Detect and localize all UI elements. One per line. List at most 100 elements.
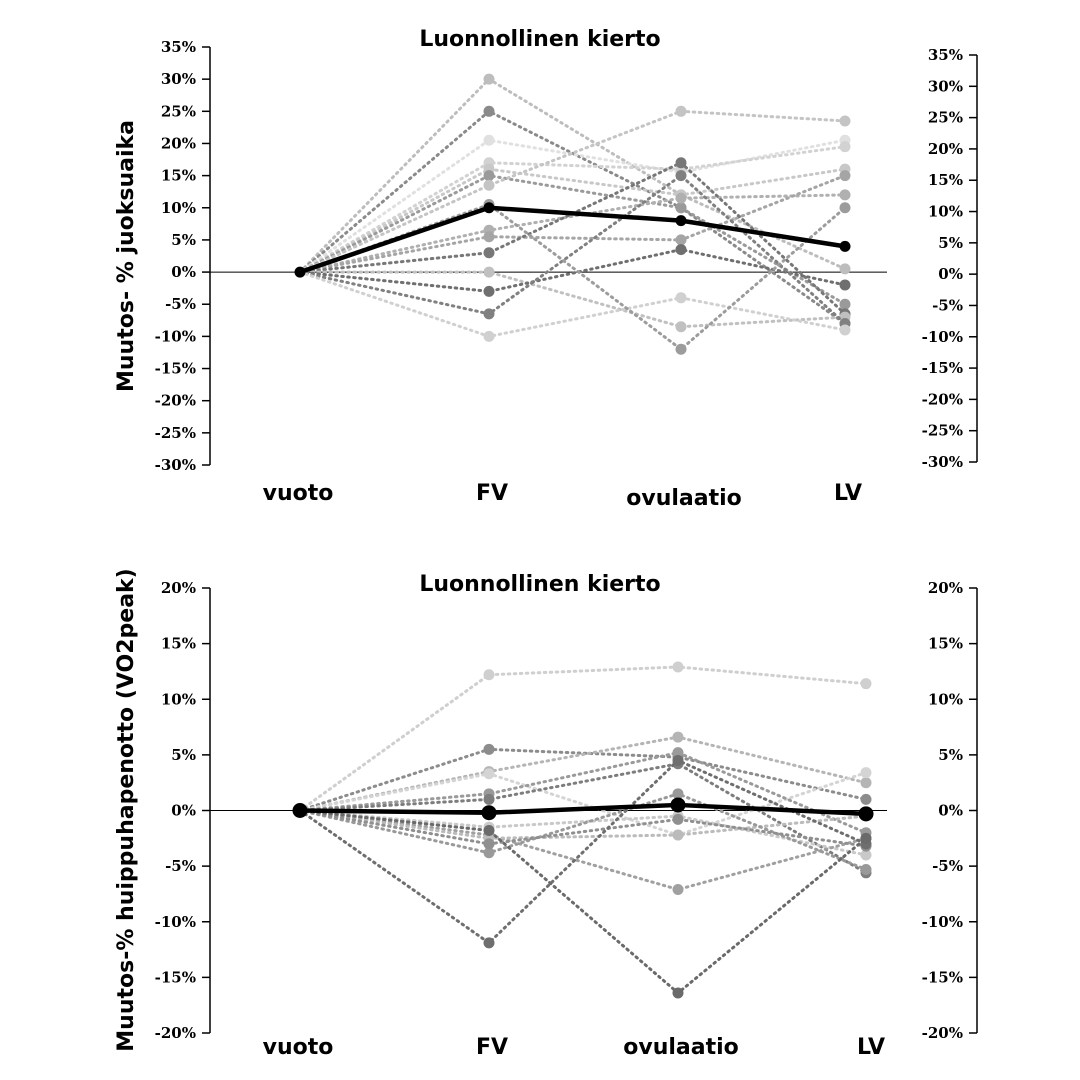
mean-series — [292, 797, 874, 822]
data-point — [675, 105, 687, 117]
data-point — [860, 849, 872, 861]
data-point — [839, 263, 851, 275]
chart-title: Luonnollinen kierto — [419, 572, 660, 597]
left-tick-label: -5% — [165, 295, 196, 313]
data-point — [675, 202, 687, 214]
series-line — [298, 809, 868, 995]
series-h10 — [298, 788, 872, 875]
left-tick-label: 5% — [171, 746, 196, 764]
series-line — [298, 202, 847, 352]
mean-line — [299, 205, 846, 275]
left-tick-label: -10% — [155, 327, 196, 345]
data-point — [483, 266, 495, 278]
mean-point — [294, 266, 306, 278]
data-point — [839, 141, 851, 153]
data-point — [672, 661, 684, 673]
chart-title: Luonnollinen kierto — [419, 27, 660, 52]
data-point — [672, 788, 684, 800]
data-point — [839, 324, 851, 336]
data-point — [839, 202, 851, 214]
series-line — [298, 809, 868, 857]
data-point — [672, 813, 684, 825]
right-tick-label: 0% — [938, 265, 963, 283]
x-category-label: FV — [476, 1035, 508, 1060]
data-point — [483, 73, 495, 85]
chart-vo2peak: Luonnollinen kierto Muutos-% huippuhapen… — [114, 568, 978, 1060]
left-tick-label: -10% — [155, 913, 196, 931]
series-line — [298, 145, 847, 274]
series-line — [298, 167, 847, 274]
series-h15 — [298, 199, 851, 355]
data-point — [483, 285, 495, 297]
data-point — [483, 170, 495, 182]
series-line — [298, 174, 847, 306]
data-point — [860, 777, 872, 789]
right-tick-label: 20% — [928, 579, 963, 597]
mean-point — [839, 240, 851, 252]
series-line — [298, 665, 868, 812]
left-tick-label: 15% — [161, 635, 196, 653]
right-tick-label: 35% — [928, 46, 963, 64]
data-point — [675, 321, 687, 333]
right-tick-label: 15% — [928, 635, 963, 653]
chart-running-time: Luonnollinen kierto Muutos- % juoksuaika… — [114, 27, 978, 511]
data-point — [483, 937, 495, 949]
series-line — [298, 109, 847, 326]
data-point — [483, 838, 495, 850]
x-category-label: vuoto — [263, 1035, 334, 1060]
data-point — [483, 231, 495, 243]
x-category-label: ovulaatio — [623, 1035, 739, 1060]
data-point — [675, 292, 687, 304]
mean-point — [292, 803, 308, 818]
data-point — [860, 863, 872, 875]
y-axis-label: Muutos- % juoksuaika — [114, 120, 139, 392]
right-tick-label: -5% — [932, 296, 963, 314]
x-category-label: LV — [857, 1035, 885, 1060]
data-point — [483, 179, 495, 191]
series-h12 — [298, 244, 851, 297]
data-point — [860, 678, 872, 690]
data-point — [675, 157, 687, 169]
series-line — [298, 758, 868, 945]
right-tick-label: 15% — [928, 171, 963, 189]
x-category-label: LV — [834, 481, 862, 506]
series-h9 — [298, 170, 851, 274]
left-tick-label: 30% — [161, 70, 196, 88]
left-tick-label: -20% — [155, 392, 196, 410]
left-tick-label: -5% — [165, 857, 196, 875]
data-point — [675, 192, 687, 204]
y-axis-label: Muutos-% huippuhapenotto (VO2peak) — [114, 568, 139, 1051]
data-point — [839, 189, 851, 201]
right-tick-label: 5% — [938, 234, 963, 252]
series-line — [298, 809, 868, 892]
mean-line — [299, 802, 867, 817]
left-tick-label: -30% — [155, 456, 196, 474]
series-line — [298, 762, 868, 875]
data-point — [675, 234, 687, 246]
data-point — [483, 105, 495, 117]
x-category-label: FV — [476, 481, 508, 506]
series-line — [298, 109, 847, 274]
series-line — [298, 270, 847, 338]
left-tick-label: 5% — [171, 231, 196, 249]
data-point — [839, 115, 851, 127]
data-point — [483, 330, 495, 342]
series-line — [298, 173, 847, 326]
right-tick-label: -30% — [922, 453, 963, 471]
left-tick-label: -15% — [155, 360, 196, 378]
data-point — [860, 832, 872, 844]
series-line — [298, 270, 847, 329]
x-category-label: vuoto — [263, 481, 334, 506]
left-tick-label: 10% — [161, 199, 196, 217]
data-point — [672, 754, 684, 766]
data-point — [483, 768, 495, 780]
data-point — [672, 829, 684, 841]
right-tick-label: -15% — [922, 968, 963, 986]
right-tick-label: -20% — [922, 1024, 963, 1042]
mean-point — [483, 202, 495, 214]
right-tick-label: -15% — [922, 359, 963, 377]
series-h1 — [298, 661, 872, 812]
data-point — [675, 343, 687, 355]
series-h11 — [298, 266, 851, 333]
